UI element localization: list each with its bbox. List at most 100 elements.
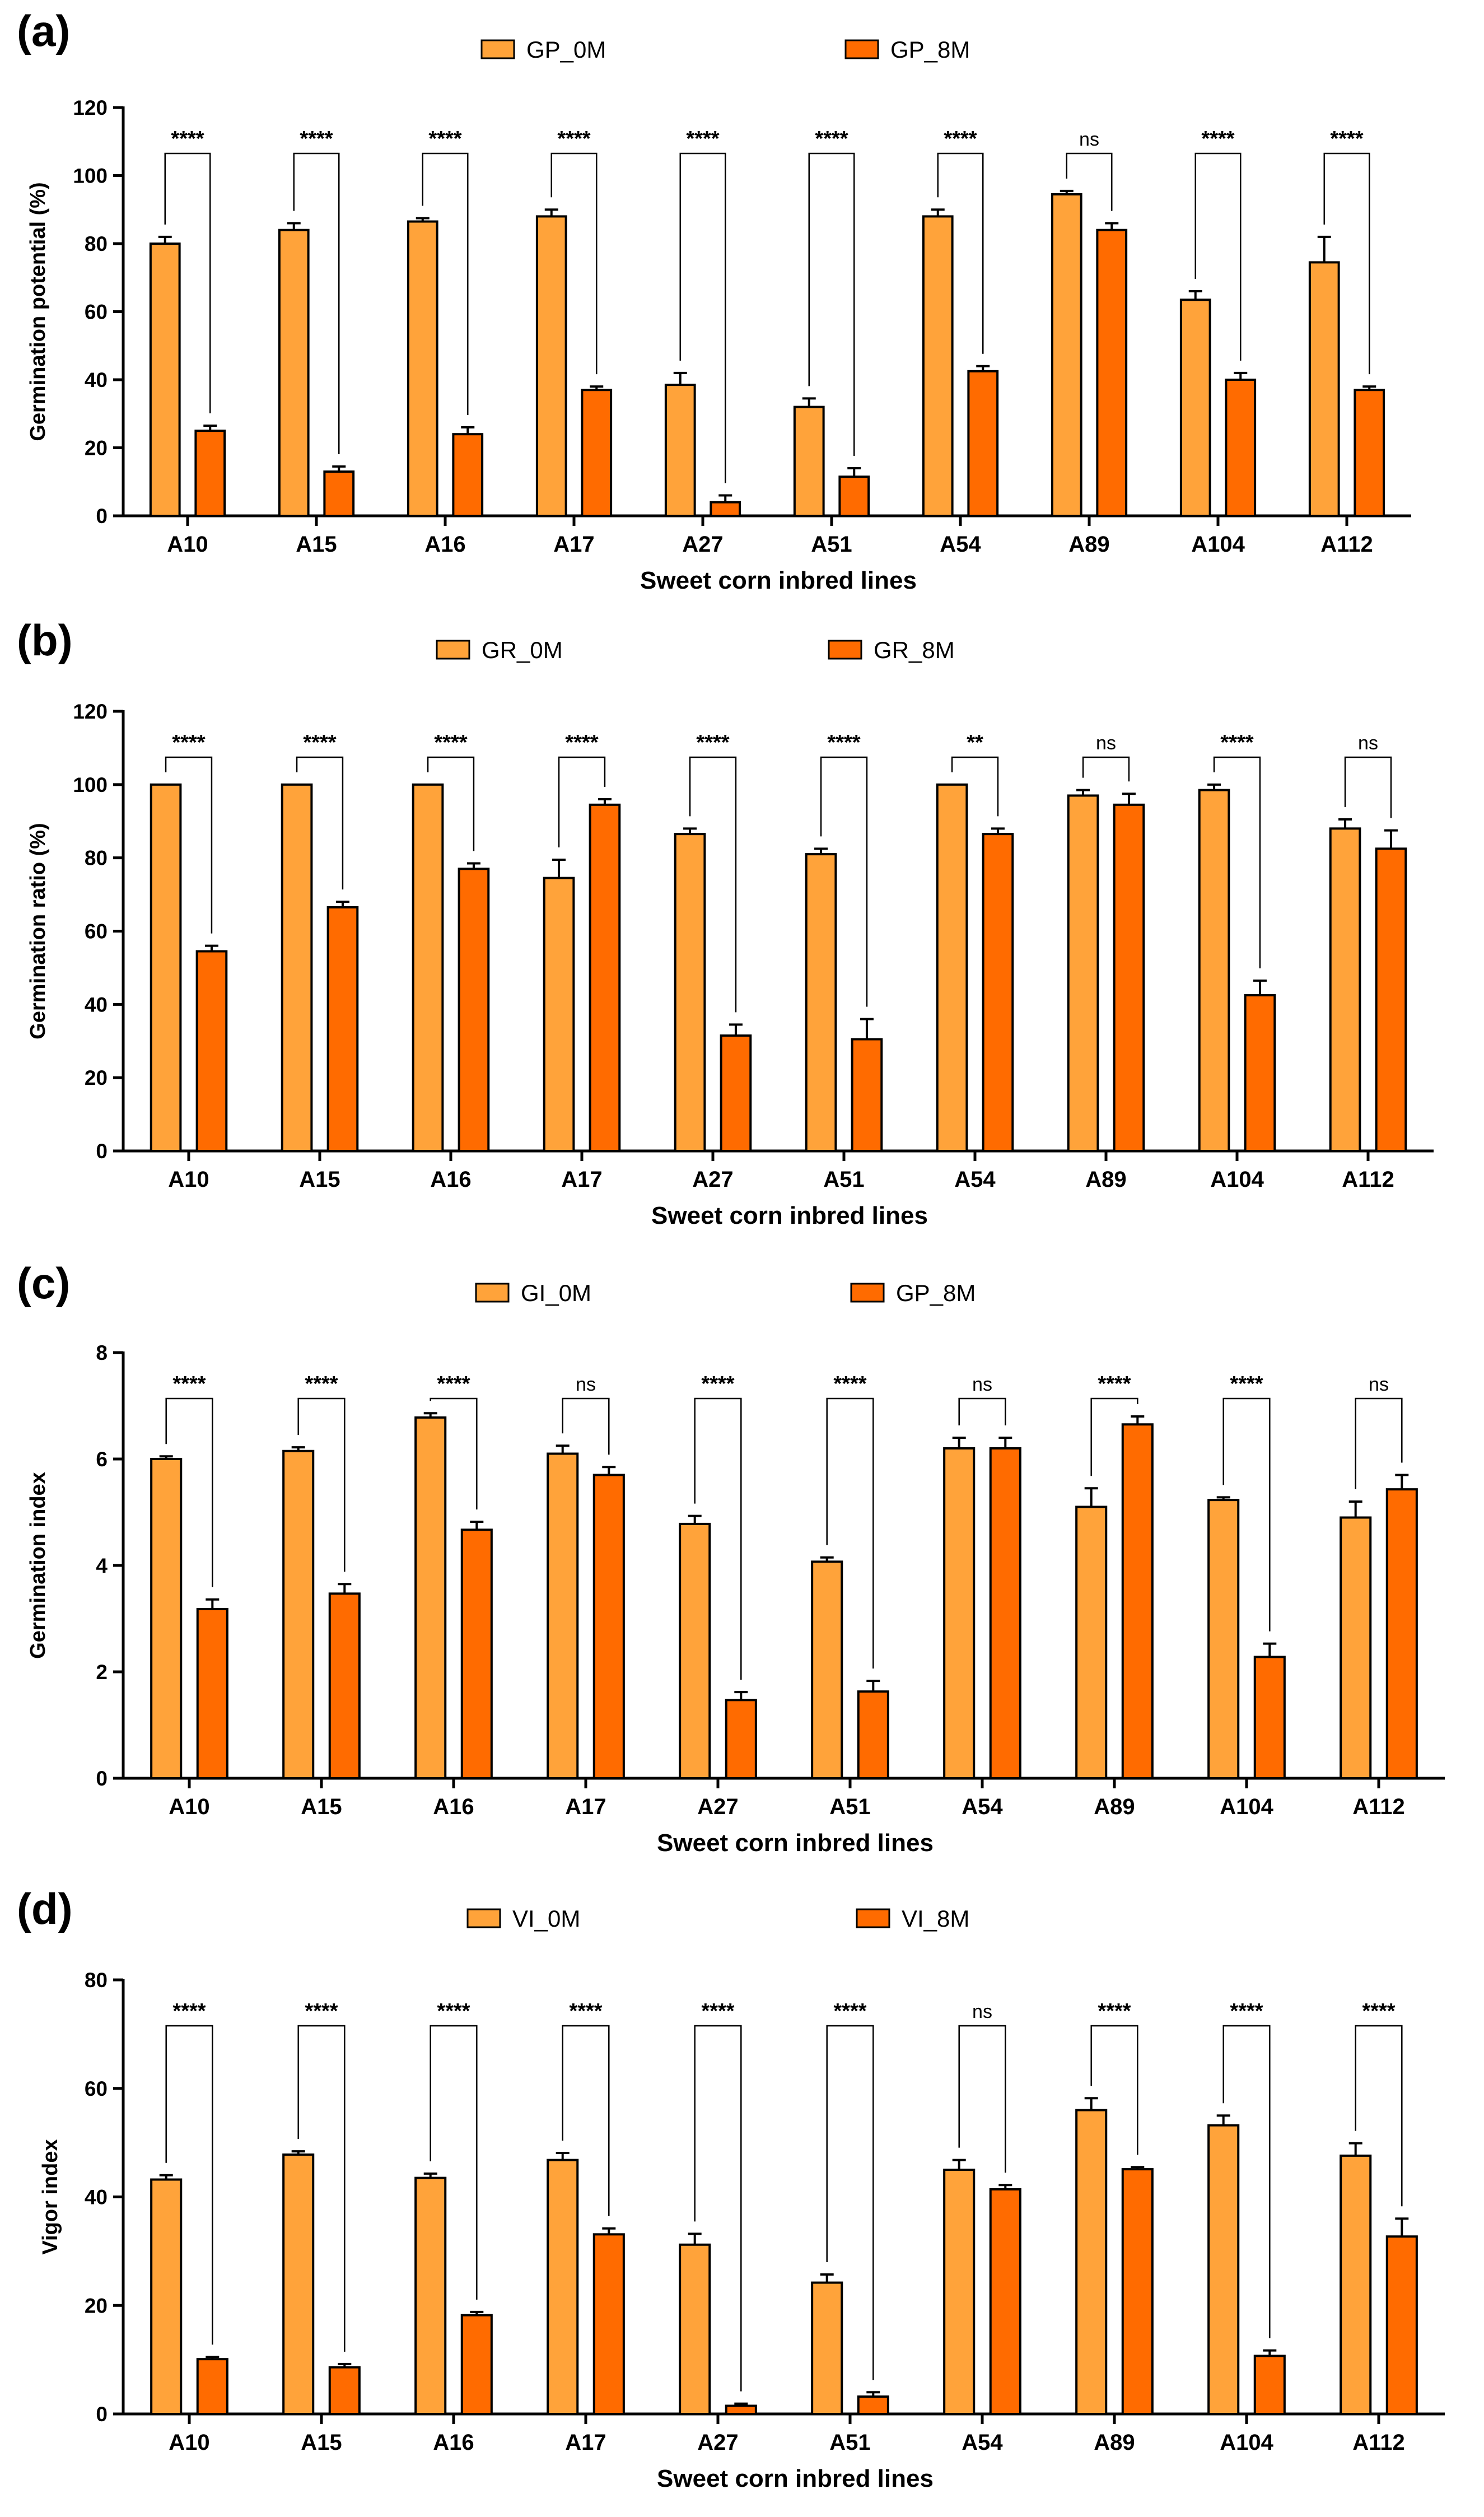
significance-bracket <box>1194 152 1242 361</box>
bar-gr-8m-a51 <box>851 1038 883 1152</box>
bar-gr-8m-a112 <box>1375 847 1407 1152</box>
significance-bracket <box>293 152 340 454</box>
significance-label: **** <box>300 127 333 151</box>
y-tick-label: 0 <box>96 1140 108 1163</box>
significance-label: **** <box>437 1372 470 1396</box>
bar-gr-0m-a10 <box>150 783 182 1153</box>
y-tick-label: 40 <box>85 2186 108 2209</box>
y-tick-label: 80 <box>85 232 108 255</box>
y-axis-label: Vigor index <box>39 2139 62 2254</box>
bar-gp-8m-a112 <box>1385 1488 1418 1779</box>
x-tick-label: A112 <box>1320 532 1373 557</box>
x-tick-label: A104 <box>1210 1167 1264 1192</box>
x-tick-label: A17 <box>553 532 594 557</box>
legend-label: GP_8M <box>896 1280 976 1306</box>
chart-panel-c: (c) GI_0M GP_8M 0 2 4 6 8 Germination index Sweet… <box>17 1259 1445 1857</box>
x-tick-label: A104 <box>1220 2430 1273 2455</box>
x-tick-label: A15 <box>301 1794 342 1819</box>
x-axis-label: Sweet corn inbred lines <box>651 1202 928 1229</box>
significance-label: ns <box>1358 733 1378 754</box>
significance-label: **** <box>303 731 336 754</box>
significance-bracket <box>951 756 999 817</box>
bar-vi-8m-a51 <box>857 2395 889 2415</box>
bar-gr-8m-a54 <box>982 833 1014 1153</box>
significance-label: ns <box>576 1374 596 1395</box>
legend-label: GR_0M <box>482 637 563 663</box>
significance-bracket <box>430 2025 478 2300</box>
x-tick-label: A16 <box>424 532 465 557</box>
x-axis-label: Sweet corn inbred lines <box>640 567 917 594</box>
x-tick-label: A27 <box>692 1167 733 1192</box>
x-tick-label: A51 <box>829 2430 870 2455</box>
bar-gp-8m-a54 <box>989 1447 1021 1779</box>
significance-label: **** <box>1230 1372 1263 1396</box>
legend-label: GP_8M <box>890 36 970 63</box>
bar-gp-0m-a15 <box>278 229 310 517</box>
significance-bracket <box>958 2025 1006 2173</box>
x-tick-label: A16 <box>430 1167 471 1192</box>
bar-gp-0m-a89 <box>1051 193 1082 518</box>
significance-label: **** <box>815 127 848 151</box>
significance-bracket <box>164 152 211 414</box>
significance-label: **** <box>172 1372 206 1396</box>
y-tick-label: 6 <box>96 1448 108 1471</box>
bar-gp-0m-a27 <box>664 384 696 517</box>
y-tick-label: 0 <box>96 1767 108 1790</box>
x-tick-label: A54 <box>940 532 981 557</box>
bar-vi-8m-a54 <box>989 2188 1021 2415</box>
y-axis-label: Germination ratio (%) <box>26 823 50 1039</box>
bar-gr-8m-a89 <box>1113 803 1145 1152</box>
significance-label: **** <box>557 127 590 151</box>
x-tick-label: A27 <box>682 532 723 557</box>
significance-label: **** <box>171 127 204 151</box>
bar-gr-8m-a27 <box>720 1034 752 1152</box>
significance-label: **** <box>1362 1999 1395 2023</box>
x-tick-label: A54 <box>954 1167 996 1192</box>
significance-bracket <box>165 756 213 934</box>
bar-gr-0m-a54 <box>936 783 968 1153</box>
y-tick-label: 20 <box>85 437 108 460</box>
bar-gr-0m-a104 <box>1198 789 1230 1153</box>
legend-swatch-gp-8m <box>850 1283 885 1303</box>
x-tick-label: A27 <box>697 1794 738 1819</box>
significance-bracket <box>820 756 868 1007</box>
bar-gr-0m-a16 <box>412 783 444 1153</box>
significance-bracket <box>1066 152 1113 211</box>
y-tick-label: 20 <box>85 2294 108 2317</box>
significance-label: **** <box>569 1999 602 2023</box>
x-tick-label: A51 <box>811 532 852 557</box>
significance-label: **** <box>434 731 467 754</box>
bar-gp-0m-a51 <box>793 405 825 517</box>
legend-swatch-gr-0m <box>436 640 470 660</box>
bar-gi-0m-a104 <box>1207 1499 1240 1779</box>
significance-label: **** <box>833 1999 866 2023</box>
bar-gr-8m-a15 <box>326 906 359 1152</box>
y-tick-label: 60 <box>85 2077 108 2100</box>
bar-vi-0m-a27 <box>679 2243 711 2415</box>
significance-label: **** <box>437 1999 470 2023</box>
significance-bracket <box>550 152 598 375</box>
significance-bracket <box>1323 152 1370 375</box>
bar-gr-8m-a16 <box>458 868 490 1152</box>
significance-bracket <box>808 152 855 456</box>
x-tick-label: A10 <box>167 532 208 557</box>
significance-bracket <box>297 2025 346 2352</box>
bar-vi-0m-a15 <box>282 2153 315 2415</box>
bar-gp-8m-a16 <box>460 1528 493 1780</box>
bar-gp-8m-a54 <box>967 370 999 517</box>
significance-bracket <box>1344 756 1392 818</box>
significance-label: **** <box>565 731 598 754</box>
significance-bracket <box>1355 1397 1403 1489</box>
significance-label: **** <box>696 731 729 754</box>
significance-bracket <box>679 152 726 483</box>
legend-label: GP_0M <box>526 36 606 63</box>
bar-vi-0m-a54 <box>943 2169 976 2415</box>
bar-gi-0m-a27 <box>679 1522 711 1779</box>
bar-vi-0m-a10 <box>150 2178 183 2415</box>
y-tick-label: 100 <box>73 773 108 796</box>
bar-gr-0m-a89 <box>1067 794 1099 1153</box>
bar-vi-8m-a27 <box>725 2404 757 2415</box>
significance-bracket <box>1090 2025 1138 2155</box>
legend-label: GI_0M <box>521 1280 591 1306</box>
significance-label: **** <box>686 127 719 151</box>
